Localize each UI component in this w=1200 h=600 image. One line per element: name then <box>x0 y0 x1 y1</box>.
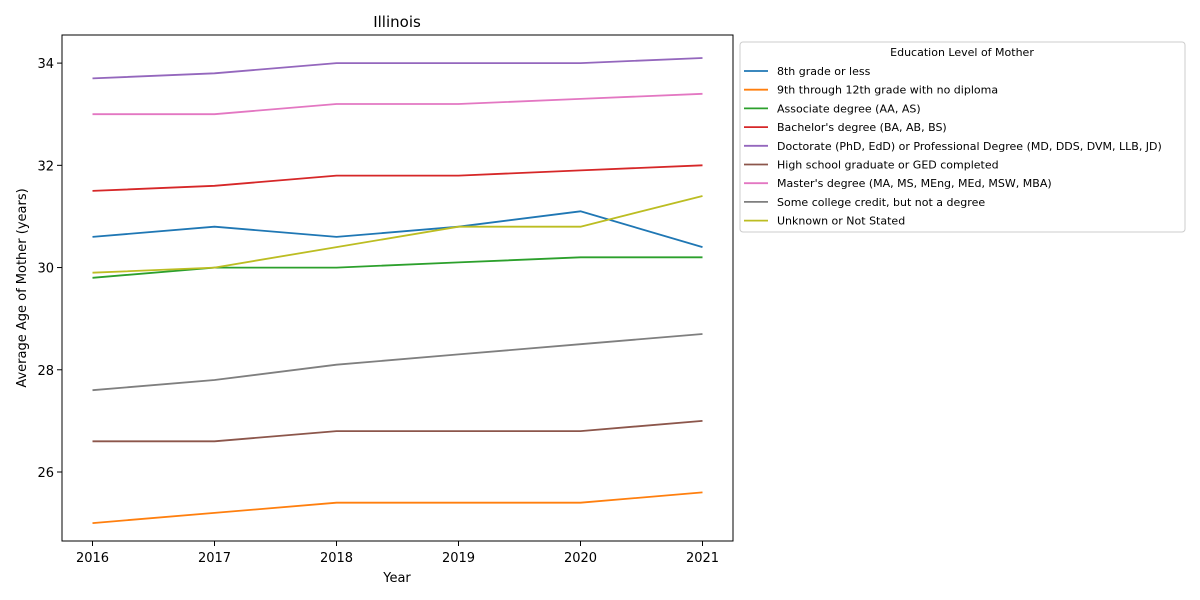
series-line-9 <box>92 195 703 274</box>
x-tick-label: 2018 <box>320 551 353 566</box>
y-tick-label: 30 <box>37 262 54 277</box>
legend-label: High school graduate or GED completed <box>777 159 999 172</box>
series-line-2 <box>92 491 703 524</box>
legend: Education Level of Mother 8th grade or l… <box>739 41 1186 233</box>
x-axis-label: Year <box>382 571 411 586</box>
legend-label: 8th grade or less <box>777 65 871 78</box>
series-line-7 <box>92 92 703 116</box>
series-layer <box>92 57 703 524</box>
series-line-1 <box>92 210 703 248</box>
series-line-8 <box>92 333 703 392</box>
y-tick-label: 28 <box>37 364 54 379</box>
chart-title: Illinois <box>373 13 421 31</box>
series-line-5 <box>92 57 703 80</box>
y-axis-label: Average Age of Mother (years) <box>15 188 30 387</box>
legend-title: Education Level of Mother <box>890 46 1034 59</box>
x-tick-label: 2019 <box>442 551 475 566</box>
y-tick-label: 32 <box>37 159 54 174</box>
plot-frame <box>61 34 734 542</box>
x-tick-label: 2016 <box>76 551 109 566</box>
series-line-6 <box>92 420 703 443</box>
plot-area: 2016 2017 2018 2019 2020 2021 26 28 30 32 34 <box>37 34 734 566</box>
legend-label: Bachelor's degree (BA, AB, BS) <box>777 121 947 134</box>
x-axis: 2016 2017 2018 2019 2020 2021 <box>76 541 719 566</box>
y-axis: 26 28 30 32 34 <box>37 57 62 481</box>
legend-label: 9th through 12th grade with no diploma <box>777 84 998 97</box>
x-tick-label: 2017 <box>198 551 231 566</box>
legend-label: Some college credit, but not a degree <box>777 196 985 209</box>
x-tick-label: 2020 <box>564 551 597 566</box>
legend-label: Unknown or Not Stated <box>777 215 905 228</box>
legend-label: Doctorate (PhD, EdD) or Professional Deg… <box>777 140 1162 153</box>
series-line-4 <box>92 164 703 192</box>
legend-label: Associate degree (AA, AS) <box>777 102 921 115</box>
legend-items: 8th grade or less 9th through 12th grade … <box>744 65 1162 228</box>
legend-frame <box>739 41 1186 233</box>
series-line-3 <box>92 256 703 279</box>
y-tick-label: 34 <box>37 57 54 72</box>
x-tick-label: 2021 <box>686 551 719 566</box>
legend-label: Master's degree (MA, MS, MEng, MEd, MSW,… <box>777 177 1052 190</box>
y-tick-label: 26 <box>37 466 54 481</box>
